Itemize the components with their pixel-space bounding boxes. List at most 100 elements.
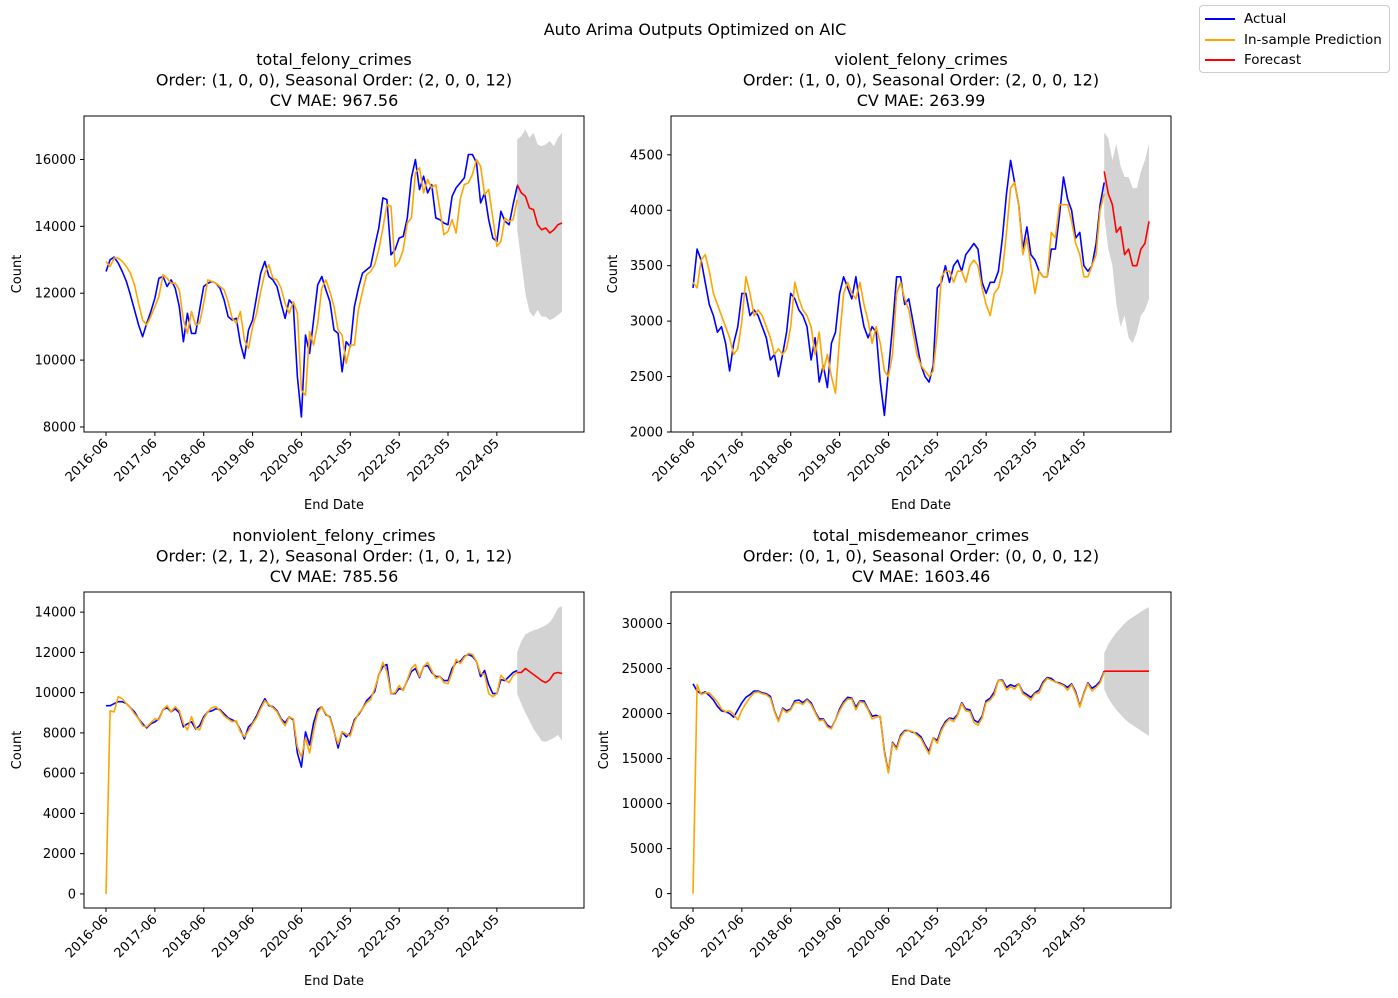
y-tick-label: 4000 bbox=[43, 807, 76, 822]
axes-frame bbox=[670, 591, 1172, 909]
x-tick-label: 2018-06 bbox=[161, 436, 210, 485]
x-tick-label: 2016-06 bbox=[63, 912, 112, 961]
y-axis-label: Count bbox=[606, 255, 621, 294]
x-tick-label: 2017-06 bbox=[112, 912, 161, 961]
x-tick-label: 2018-06 bbox=[161, 912, 210, 961]
forecast-line bbox=[517, 667, 563, 684]
legend-swatch-actual bbox=[1205, 18, 1235, 20]
x-axis-label: End Date bbox=[891, 974, 951, 989]
x-tick-label: 2023-05 bbox=[405, 912, 454, 961]
legend-swatch-prediction bbox=[1205, 39, 1235, 41]
y-tick-label: 4500 bbox=[630, 148, 663, 163]
chart-subtitle: Order: (1, 0, 0), Seasonal Order: (2, 0,… bbox=[156, 71, 512, 90]
y-tick-label: 14000 bbox=[35, 606, 76, 621]
x-tick-label: 2017-06 bbox=[699, 436, 748, 485]
prediction-line bbox=[105, 158, 518, 397]
x-tick-label: 2023-05 bbox=[992, 912, 1041, 961]
x-tick-label: 2018-06 bbox=[748, 912, 797, 961]
axes-frame bbox=[670, 115, 1172, 433]
x-tick-label: 2019-06 bbox=[796, 912, 845, 961]
y-tick-label: 15000 bbox=[622, 752, 663, 767]
legend-swatch-forecast bbox=[1205, 59, 1235, 61]
legend-entry-actual: Actual bbox=[1200, 10, 1286, 28]
x-tick-label: 2022-05 bbox=[356, 912, 405, 961]
legend-label: Actual bbox=[1244, 11, 1287, 27]
confidence-band bbox=[517, 129, 562, 320]
prediction-line bbox=[692, 671, 1105, 894]
x-tick-label: 2019-06 bbox=[796, 436, 845, 485]
actual-line bbox=[106, 653, 518, 768]
x-tick-label: 2016-06 bbox=[650, 912, 699, 961]
x-tick-label: 2020-06 bbox=[845, 436, 894, 485]
x-tick-label: 2020-06 bbox=[845, 912, 894, 961]
legend-label: In-sample Prediction bbox=[1244, 32, 1382, 48]
x-tick-label: 2024-05 bbox=[454, 912, 503, 961]
x-tick-label: 2024-05 bbox=[1041, 912, 1090, 961]
y-tick-label: 4000 bbox=[630, 204, 663, 219]
y-tick-label: 12000 bbox=[35, 287, 76, 302]
y-tick-label: 3500 bbox=[630, 259, 663, 274]
y-tick-label: 5000 bbox=[630, 842, 663, 857]
legend-entry-prediction: In-sample Prediction bbox=[1200, 31, 1382, 49]
chart-title: total_misdemeanor_crimes bbox=[813, 526, 1029, 546]
axes-frame bbox=[83, 115, 585, 433]
x-tick-label: 2016-06 bbox=[650, 436, 699, 485]
y-tick-label: 12000 bbox=[35, 646, 76, 661]
x-tick-label: 2023-05 bbox=[992, 436, 1041, 485]
x-tick-label: 2024-05 bbox=[454, 436, 503, 485]
x-axis-label: End Date bbox=[891, 498, 951, 513]
chart-title: total_felony_crimes bbox=[256, 50, 412, 70]
axes-frame bbox=[83, 591, 585, 909]
y-tick-label: 0 bbox=[655, 887, 663, 902]
x-tick-label: 2021-05 bbox=[894, 912, 943, 961]
x-tick-label: 2022-05 bbox=[943, 912, 992, 961]
figure-title: Auto Arima Outputs Optimized on AIC bbox=[543, 20, 847, 39]
y-tick-label: 16000 bbox=[35, 153, 76, 168]
y-tick-label: 10000 bbox=[35, 354, 76, 369]
y-tick-label: 20000 bbox=[622, 707, 663, 722]
x-tick-label: 2016-06 bbox=[63, 436, 112, 485]
y-axis-label: Count bbox=[10, 255, 25, 294]
x-tick-label: 2017-06 bbox=[112, 436, 161, 485]
x-tick-label: 2019-06 bbox=[209, 436, 258, 485]
prediction-line bbox=[692, 181, 1105, 395]
chart-subtitle: Order: (2, 1, 2), Seasonal Order: (1, 0,… bbox=[156, 547, 512, 566]
x-tick-label: 2022-05 bbox=[943, 436, 992, 485]
y-tick-label: 8000 bbox=[43, 726, 76, 741]
x-tick-label: 2020-06 bbox=[258, 912, 307, 961]
chart-title: nonviolent_felony_crimes bbox=[232, 526, 435, 546]
confidence-band bbox=[1104, 132, 1149, 344]
x-tick-label: 2024-05 bbox=[1041, 436, 1090, 485]
y-tick-label: 2000 bbox=[630, 426, 663, 441]
x-axis-label: End Date bbox=[304, 498, 364, 513]
y-tick-label: 25000 bbox=[622, 662, 663, 677]
chart-subtitle: Order: (1, 0, 0), Seasonal Order: (2, 0,… bbox=[743, 71, 1099, 90]
confidence-band bbox=[517, 606, 562, 742]
chart-metric: CV MAE: 1603.46 bbox=[852, 567, 991, 586]
y-axis-label: Count bbox=[10, 731, 25, 770]
prediction-line bbox=[105, 652, 518, 894]
y-tick-label: 2000 bbox=[43, 847, 76, 862]
x-tick-label: 2017-06 bbox=[699, 912, 748, 961]
chart-metric: CV MAE: 263.99 bbox=[857, 91, 986, 110]
forecast-line bbox=[516, 184, 563, 234]
forecast-line bbox=[1103, 171, 1150, 267]
y-tick-label: 2500 bbox=[630, 370, 663, 385]
chart-metric: CV MAE: 785.56 bbox=[270, 567, 399, 586]
x-tick-label: 2021-05 bbox=[894, 436, 943, 485]
y-tick-label: 3000 bbox=[630, 315, 663, 330]
y-axis-label: Count bbox=[597, 731, 612, 770]
chart-title: violent_felony_crimes bbox=[834, 50, 1007, 70]
y-tick-label: 8000 bbox=[43, 420, 76, 435]
y-tick-label: 0 bbox=[68, 887, 76, 902]
y-tick-label: 30000 bbox=[622, 617, 663, 632]
chart-subtitle: Order: (0, 1, 0), Seasonal Order: (0, 0,… bbox=[743, 547, 1099, 566]
legend-entry-forecast: Forecast bbox=[1200, 51, 1301, 69]
x-tick-label: 2023-05 bbox=[405, 436, 454, 485]
x-tick-label: 2018-06 bbox=[748, 436, 797, 485]
x-tick-label: 2020-06 bbox=[258, 436, 307, 485]
